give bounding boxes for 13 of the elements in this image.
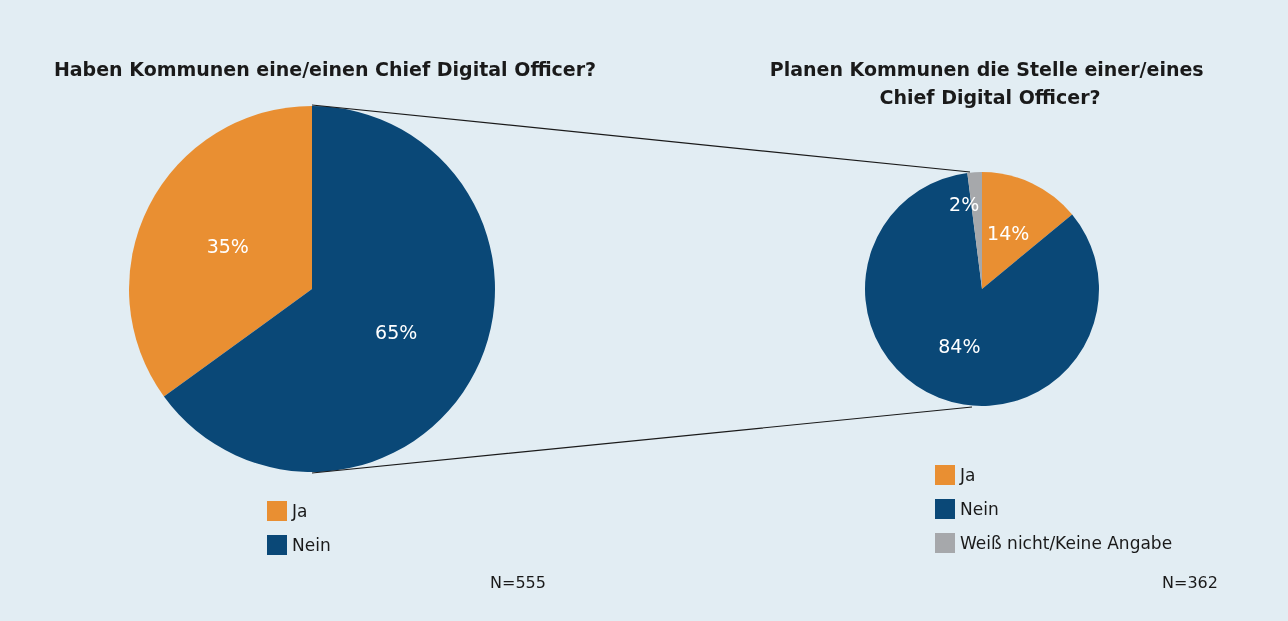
legend-label: Ja — [959, 465, 976, 485]
legend-label: Ja — [291, 501, 308, 521]
legend-label: Nein — [960, 499, 999, 519]
data-label: 35% — [206, 235, 249, 258]
legend-label: Nein — [292, 535, 331, 555]
data-label: 14% — [987, 222, 1030, 245]
text: N=555 — [490, 572, 546, 592]
legend-label: Weiß nicht/Keine Angabe — [960, 533, 1173, 553]
chart-title: Haben Kommunen eine/einen Chief Digital Officer? — [53, 58, 597, 80]
data-label: 65% — [375, 320, 418, 343]
text: N=362 — [1162, 572, 1218, 592]
data-label: 84% — [938, 335, 981, 358]
chart-title: Planen Kommunen die Stelle einer/eines Chief Digital Officer? — [769, 58, 1211, 108]
